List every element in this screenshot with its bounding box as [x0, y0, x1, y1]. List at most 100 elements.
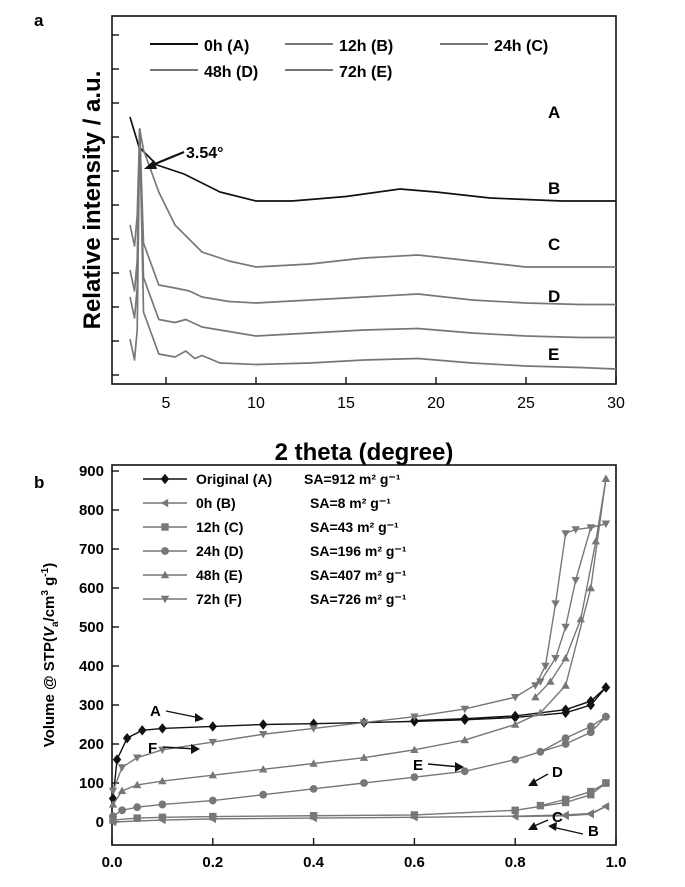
point-A-desorption-4: [460, 713, 469, 724]
x-tick-label-a-5: 30: [607, 395, 625, 412]
point-D-adsorption-0: [109, 812, 117, 821]
legend-b-sa-1: SA=8 m² g⁻¹: [310, 495, 391, 511]
legend-b-marker-0: [160, 473, 170, 485]
point-A-adsorption-7: [309, 718, 318, 729]
point-F-adsorption-10: [511, 694, 520, 702]
point-C-adsorption-1: [133, 814, 141, 822]
point-E-adsorption-4: [208, 771, 217, 779]
point-F-adsorption-5: [259, 731, 268, 739]
point-F-desorption-0: [601, 520, 611, 528]
point-E-desorption-5: [531, 693, 540, 701]
point-E-adsorption-11: [536, 708, 545, 716]
point-E-adsorption-1: [117, 786, 127, 794]
point-E-adsorption-5: [259, 765, 268, 773]
x-tick-label-a-0: 5: [162, 395, 171, 412]
point-A-adsorption-6: [259, 719, 268, 730]
point-F-adsorption-12: [551, 655, 560, 663]
legend-b-name-4: 48h (E): [196, 567, 243, 583]
point-B-desorption-1: [586, 810, 594, 819]
panel-a-x-tick-labels: 5 10 15 20 25 30: [162, 395, 625, 412]
point-D-adsorption-8: [410, 773, 419, 782]
panel-a-annotation: 3.54°: [144, 145, 224, 169]
point-C-desorption-1: [587, 787, 595, 796]
point-A-adsorption-3: [138, 725, 147, 736]
x-tick-label-a-1: 10: [247, 395, 265, 412]
y-tick-label-b-6: 600: [79, 580, 104, 597]
point-E-adsorption-6: [309, 759, 318, 767]
point-F-adsorption-13: [561, 623, 570, 632]
arrow-b-B: [551, 826, 584, 835]
curve-label-b-C: C: [552, 809, 563, 826]
point-E-adsorption-13: [586, 583, 595, 592]
curve-label-E: E: [548, 345, 559, 364]
point-F-desorption-2: [571, 526, 580, 534]
legend-b-marker-1: [160, 498, 169, 508]
panel-a-plot-frame: [111, 15, 617, 385]
point-C-adsorption-6: [511, 806, 519, 814]
point-D-adsorption-7: [360, 779, 368, 787]
point-C-desorption-2: [561, 795, 570, 804]
y-tick-label-b-4: 400: [79, 658, 104, 675]
point-F-adsorption-3: [158, 746, 167, 755]
y-tick-label-b-0: 0: [96, 814, 104, 831]
point-D-adsorption-2: [133, 803, 142, 812]
legend-a-label-4: 72h (E): [339, 64, 392, 81]
curve-label-D: D: [548, 287, 560, 306]
point-A-desorption-3: [511, 710, 520, 722]
point-D-adsorption-12: [586, 728, 595, 737]
point-F-adsorption-7: [359, 719, 369, 727]
point-E-adsorption-8: [410, 745, 419, 754]
panel-a-ticks: [112, 34, 617, 384]
point-C-adsorption-5: [410, 811, 419, 819]
x-tick-label-b-1: 0.2: [202, 854, 223, 871]
point-E-desorption-3: [561, 654, 570, 662]
point-C-desorption-0: [602, 779, 610, 787]
point-E-adsorption-10: [511, 720, 520, 728]
annotation-arrow-line: [149, 150, 185, 168]
point-D-adsorption-1: [118, 806, 126, 815]
point-A-desorption-2: [561, 704, 570, 715]
point-F-adsorption-14: [571, 577, 580, 585]
point-E-adsorption-12: [561, 681, 570, 689]
point-F-adsorption-9: [460, 705, 469, 714]
panel-b-curves: [108, 474, 611, 827]
panel-b-label: b: [34, 473, 44, 492]
y-tick-label-b-9: 900: [79, 463, 104, 480]
legend-a-label-2: 24h (C): [494, 38, 548, 55]
isotherm-D-adsorption: [112, 716, 607, 817]
y-tick-label-b-2: 200: [79, 736, 104, 753]
point-F-adsorption-1: [117, 764, 127, 772]
isotherm-A-desorption: [414, 686, 607, 722]
point-D-adsorption-11: [561, 740, 570, 748]
y-tick-label-b-5: 500: [79, 619, 104, 636]
point-F-adsorption-8: [410, 713, 419, 721]
point-D-desorption-2: [561, 734, 570, 743]
isotherm-D-desorption: [540, 716, 607, 753]
panel-b: b 0.0 0.2 0.4 0.6 0.8 1.0 0 100 200 300 400 500 600 7…: [34, 463, 626, 871]
point-D-desorption-3: [536, 747, 545, 756]
x-tick-label-b-4: 0.8: [505, 854, 526, 871]
legend-a-label-1: 12h (B): [339, 38, 393, 55]
point-A-adsorption-4: [158, 723, 167, 734]
point-C-adsorption-2: [158, 813, 167, 822]
arrow-b-C-head: [528, 822, 538, 830]
x-tick-label-b-0: 0.0: [102, 854, 123, 871]
point-C-adsorption-3: [209, 812, 217, 821]
curve-label-b-F: F: [148, 740, 157, 757]
arrow-b-E: [427, 763, 461, 768]
point-D-desorption-1: [586, 722, 595, 731]
y-tick-label-b-8: 800: [79, 502, 104, 519]
point-E-desorption-4: [546, 677, 555, 685]
point-E-desorption-0: [601, 474, 611, 482]
legend-b-name-1: 0h (B): [196, 495, 236, 511]
point-C-desorption-3: [536, 801, 545, 810]
panel-b-y-axis-title: Volume @ STP(Va/cm3 g-1): [40, 563, 61, 747]
x-tick-label-b-2: 0.4: [303, 854, 325, 871]
legend-b-marker-4: [160, 570, 170, 579]
curve-label-b-E: E: [413, 757, 423, 774]
arrow-b-F: [162, 746, 197, 750]
point-E-desorption-1: [591, 537, 601, 545]
panel-b-curve-labels: A F E D C B: [148, 703, 599, 840]
legend-a-label-0: 0h (A): [204, 38, 249, 55]
point-F-adsorption-2: [133, 754, 142, 762]
